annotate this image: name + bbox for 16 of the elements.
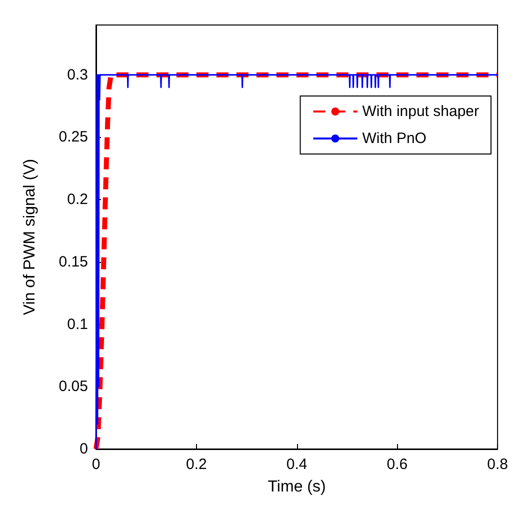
y-axis-title: Vin of PWM signal (V) [22,158,38,316]
legend-label: With PnO [362,130,426,147]
y-tick-label: 0.3 [67,66,88,84]
x-tick-label: 0 [92,456,100,473]
x-tick-label: 0.6 [386,456,408,473]
legend-label: With input shaper [362,103,480,120]
y-tick-label: 0.2 [67,191,88,208]
x-axis-title: Time (s) [268,478,326,496]
y-tick-label: 0.15 [58,253,88,270]
y-tick-label: 0.25 [58,128,88,146]
x-tick-label: 0.8 [487,456,508,473]
y-tick-label: 0.05 [58,378,88,396]
y-tick-label: 0.1 [67,316,88,333]
x-tick-label: 0.2 [186,456,207,473]
x-tick-label: 0.4 [286,456,308,473]
y-tick-label: 0 [80,440,88,458]
